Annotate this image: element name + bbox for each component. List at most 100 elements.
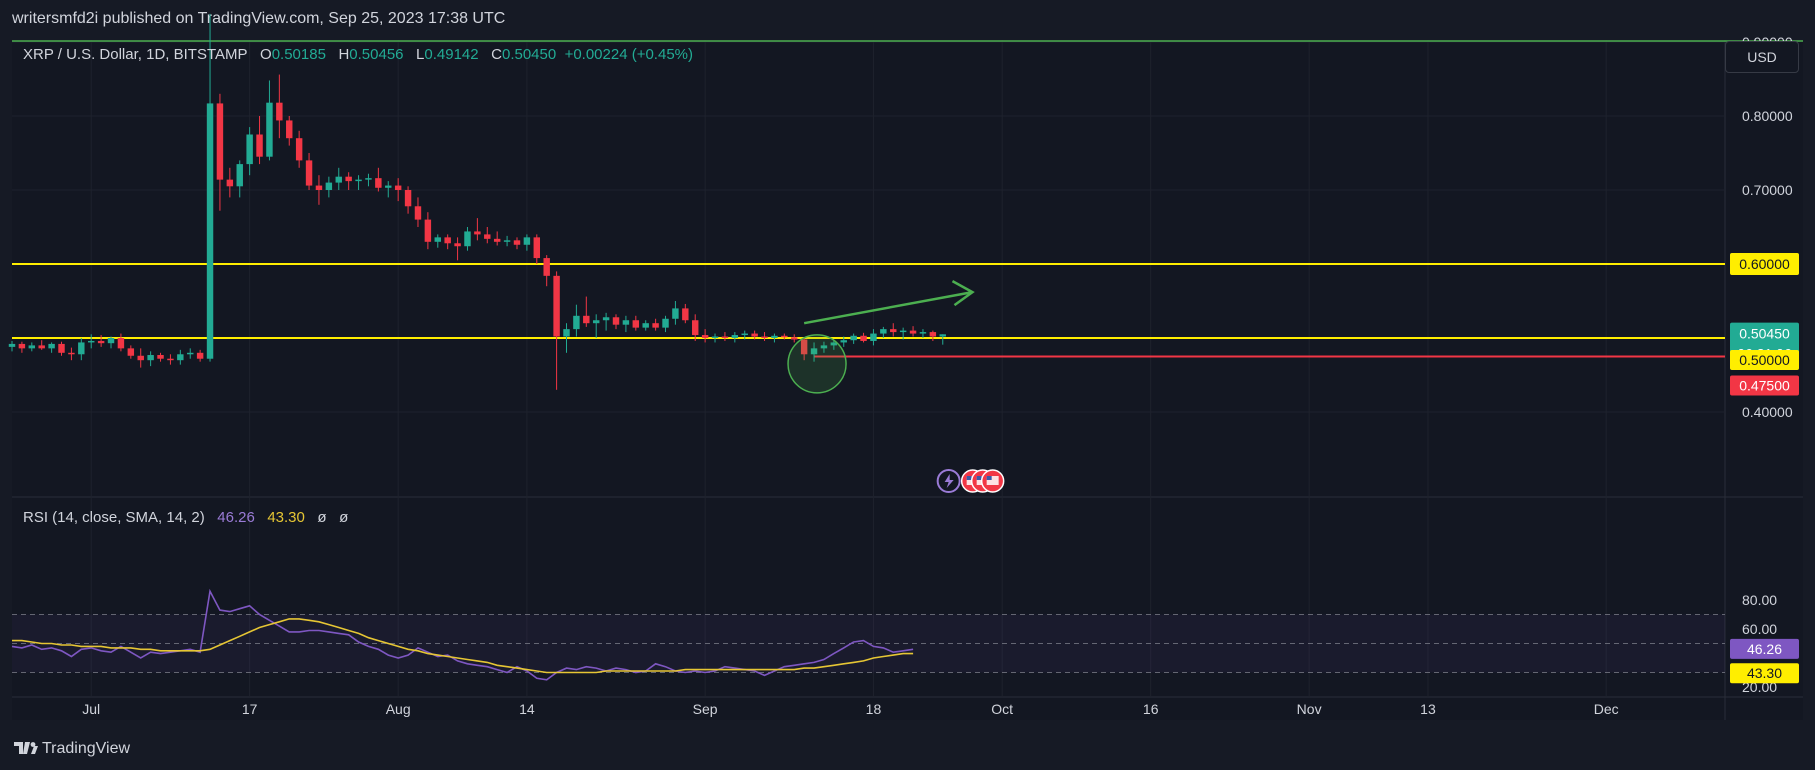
- open-label: O: [260, 46, 272, 63]
- open-value: 0.50185: [271, 46, 326, 63]
- level-0475-label: 0.47500: [1739, 378, 1790, 394]
- candle-body: [830, 342, 838, 346]
- candle-body: [137, 355, 144, 361]
- change-value: +0.00224 (+0.45%): [564, 46, 693, 63]
- candle-body: [484, 234, 491, 239]
- candle-body: [791, 337, 798, 340]
- trend-arrow-head: [951, 280, 975, 307]
- candle-body: [444, 237, 451, 244]
- candle-body: [286, 120, 293, 139]
- rsi-value: 46.26: [217, 509, 255, 526]
- publish-header: writersmfd2i published on TradingView.co…: [0, 0, 1815, 40]
- tradingview-logo-icon[interactable]: [14, 740, 38, 756]
- chart-frame[interactable]: [12, 40, 1803, 720]
- candle-body: [810, 348, 818, 355]
- candle-body: [157, 355, 164, 359]
- candle-body: [652, 323, 659, 328]
- candle-body: [800, 339, 808, 355]
- candle-body: [177, 354, 184, 361]
- candle-body: [187, 352, 194, 355]
- candle-body: [899, 330, 907, 333]
- candle-body: [38, 345, 45, 349]
- trend-arrow: [803, 290, 973, 325]
- candle-body: [216, 103, 224, 180]
- candle-body: [761, 336, 768, 338]
- candle-body: [909, 330, 917, 334]
- time-tick-label: 18: [866, 701, 882, 717]
- candle-body: [414, 206, 422, 220]
- candle-body: [711, 336, 719, 338]
- candle-body: [256, 134, 263, 157]
- price-tick-label: 0.70000: [1742, 182, 1793, 198]
- candle-body: [701, 335, 709, 338]
- candle-body: [880, 329, 887, 334]
- candle-body: [355, 179, 362, 182]
- candle-body: [919, 332, 927, 334]
- high-label: H: [338, 46, 350, 63]
- rsi-tick-label: 60.00: [1742, 621, 1777, 637]
- rsi-sma-value: 43.30: [267, 509, 305, 526]
- symbol-label[interactable]: XRP / U.S. Dollar, 1D, BITSTAMP: [23, 46, 248, 63]
- annotation-layer: [787, 280, 1005, 493]
- flag-canton-icon: [966, 476, 972, 480]
- candle-body: [97, 340, 105, 344]
- candle-body: [860, 335, 867, 341]
- candle-body: [563, 329, 570, 337]
- candle-body: [78, 342, 85, 355]
- candle-body: [929, 332, 937, 337]
- candle-body: [315, 185, 323, 190]
- level-0600-label: 0.60000: [1739, 256, 1790, 272]
- time-tick-label: Nov: [1297, 701, 1322, 717]
- candle-body: [434, 237, 441, 242]
- candle-body: [583, 315, 590, 324]
- highlight-circle: [787, 334, 847, 394]
- candle-body: [226, 179, 234, 187]
- time-tick-label: 14: [519, 701, 535, 717]
- close-value: 0.50450: [501, 46, 557, 63]
- candle-body: [375, 178, 382, 188]
- candle-body: [48, 343, 55, 349]
- footer-brand[interactable]: TradingView: [42, 740, 131, 757]
- candle-body: [890, 329, 897, 333]
- flag-icon: [986, 476, 999, 485]
- price-legend: XRP / U.S. Dollar, 1D, BITSTAMP O0.50185…: [23, 46, 693, 63]
- candle-body: [474, 231, 481, 235]
- candle-body: [602, 317, 610, 321]
- candle-body: [622, 320, 630, 325]
- candle-body: [8, 343, 16, 347]
- candle-body: [68, 352, 75, 355]
- time-tick-label: Aug: [386, 701, 411, 717]
- low-value: 0.49142: [424, 46, 479, 63]
- candle-body: [127, 348, 135, 356]
- candle-body: [464, 231, 471, 247]
- candle-layer: [8, 13, 946, 390]
- candle-body: [573, 315, 580, 330]
- candle-body: [781, 335, 788, 338]
- candle-body: [731, 335, 739, 338]
- level-layer: [12, 40, 1803, 358]
- candle-body: [553, 275, 560, 337]
- low-label: L: [416, 46, 425, 63]
- rsi-sma-line: [12, 618, 914, 674]
- candle-body: [692, 320, 699, 336]
- time-tick-label: 13: [1420, 701, 1436, 717]
- footer: TradingView: [0, 728, 1815, 770]
- time-tick-label: Oct: [991, 701, 1013, 717]
- rsi-title[interactable]: RSI (14, close, SMA, 14, 2): [23, 509, 205, 526]
- candle-body: [87, 340, 95, 343]
- candle-body: [741, 333, 748, 336]
- level-0475-label-bg: [1730, 375, 1799, 396]
- time-tick-label: Dec: [1594, 701, 1619, 717]
- candle-body: [117, 338, 125, 349]
- candle-body: [771, 335, 778, 338]
- currency-button[interactable]: USD: [1725, 41, 1799, 73]
- candle-body: [246, 134, 253, 165]
- candle-body: [325, 182, 333, 190]
- candle-body: [147, 355, 154, 361]
- candle-body: [493, 238, 501, 242]
- candle-body: [167, 358, 174, 361]
- candle-body: [721, 336, 729, 338]
- candle-body: [870, 333, 877, 341]
- publisher-text: writersmfd2i published on TradingView.co…: [12, 10, 506, 27]
